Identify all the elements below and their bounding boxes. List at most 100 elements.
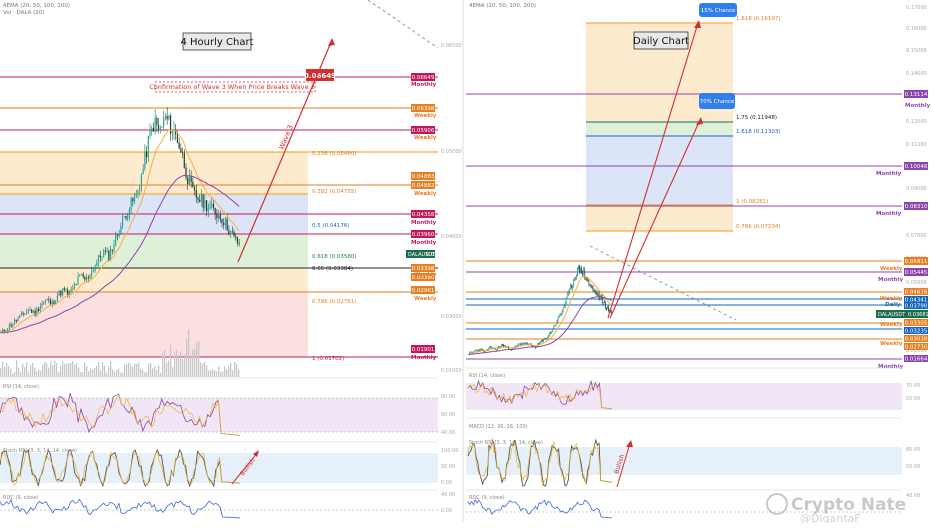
axis-tick: 50.00 (441, 464, 455, 470)
candle-body (226, 219, 228, 231)
candle-body (202, 194, 204, 208)
volume-bar (192, 349, 194, 377)
candle-body (522, 343, 524, 345)
stoch-header: Stoch RSI (3, 3, 14, 14, close) (3, 448, 77, 454)
candle-body (121, 217, 124, 227)
price-tag-text: 0.01664 (905, 357, 928, 363)
candle-body (476, 350, 478, 352)
candle-body (199, 199, 201, 202)
price-tag-text: 0.10048 (905, 164, 928, 170)
volume-bar (184, 354, 186, 377)
dashed-trendline (589, 245, 737, 321)
candle-body (49, 300, 52, 305)
candle-body (493, 347, 495, 349)
tf-label: Weekly (414, 296, 437, 302)
candle-body (221, 219, 223, 224)
price-tag-text: 0.03305 (905, 321, 928, 327)
candle-body (481, 349, 483, 350)
axis-tick: 0.00 (441, 508, 452, 514)
axis-tick: 40.00 (441, 430, 455, 436)
left-panel: Confirmation of Wave 3 When Price Breaks… (0, 0, 462, 519)
candle-body (482, 349, 484, 351)
target-box (306, 69, 334, 81)
volume-bar (96, 365, 98, 377)
tf-label: Weekly (880, 296, 903, 302)
tf-label: Monthly (878, 364, 904, 370)
candle-body (159, 127, 161, 129)
fib-label: 1 (0.01702) (312, 356, 344, 362)
candle-body (180, 148, 182, 153)
price-tag (411, 264, 435, 272)
price-tag-text: 0.01901 (412, 347, 435, 353)
candle-body (157, 125, 160, 129)
price-tag (904, 335, 928, 342)
candle-body (228, 230, 230, 235)
axis-tick: 0.06500 (441, 43, 462, 49)
volume-bar (224, 366, 226, 377)
volume-bar (118, 368, 120, 377)
volume-bar (176, 349, 178, 377)
volume-bar (104, 365, 106, 377)
candle-body (502, 344, 503, 346)
right-panel: Daily Chart 15% Chance 70% Chance 1.618 … (466, 3, 931, 519)
volume-bar (58, 372, 60, 377)
candle-body (161, 127, 163, 128)
volume-bar (170, 345, 172, 377)
chart-title-box (633, 31, 689, 50)
volume-bar (36, 371, 38, 377)
price-tag-text: 0.05445 (905, 270, 928, 276)
candle-body (567, 293, 569, 295)
candle-body (51, 301, 53, 305)
watermark-sub: @DigantaF (800, 512, 861, 523)
candle-body (73, 283, 76, 288)
fib-zone-red (0, 292, 308, 357)
candle-body (535, 347, 536, 348)
volume-bar (126, 363, 128, 377)
volume-bar (44, 361, 46, 377)
candle-body (171, 131, 173, 134)
volume-bar (138, 362, 140, 377)
fib-zone-green (586, 122, 733, 136)
candle-body (37, 308, 40, 311)
candle-body (209, 206, 211, 208)
candle-body (22, 313, 24, 315)
tf-label: Monthly (876, 171, 902, 177)
price-tag (411, 273, 435, 281)
volume-bar (22, 363, 24, 377)
candle-body (223, 223, 225, 226)
candle-body (46, 299, 48, 301)
volume-bar (130, 364, 132, 377)
volume-bar (230, 362, 232, 377)
axis-tick: 70.00 (906, 383, 920, 389)
volume-bar (32, 363, 34, 377)
candle-body (13, 319, 16, 325)
price-tag (904, 302, 928, 309)
candle-body (544, 338, 545, 340)
candle-body (32, 310, 35, 313)
volume-bar (38, 369, 40, 377)
volume-bar (30, 365, 32, 377)
candle-body (48, 299, 50, 301)
candle-body (558, 315, 560, 318)
wave3-arrow-head (328, 38, 335, 46)
price-tag-text: 0.04358 (412, 212, 435, 218)
candle-body (578, 265, 579, 269)
candle-body (142, 168, 144, 175)
volume-bar (88, 371, 90, 377)
candle-body (140, 174, 143, 189)
fib-label: 1.618 (0.11303) (736, 129, 781, 135)
volume-bar (48, 367, 50, 377)
volume-bar (122, 372, 124, 377)
tf-label: Monthly (878, 277, 904, 283)
candle-body (468, 354, 469, 356)
candle-body (217, 215, 220, 219)
volume-bar (82, 372, 84, 377)
volume-bar (26, 362, 28, 377)
wave3-label: Wave 3 (277, 124, 294, 151)
projection-arrow-head (694, 20, 701, 28)
volume-bar (164, 349, 166, 377)
volume-bar (90, 368, 92, 377)
candle-body (564, 302, 566, 307)
axis-tick: 0.01000 (441, 368, 462, 374)
candle-body (541, 340, 542, 343)
